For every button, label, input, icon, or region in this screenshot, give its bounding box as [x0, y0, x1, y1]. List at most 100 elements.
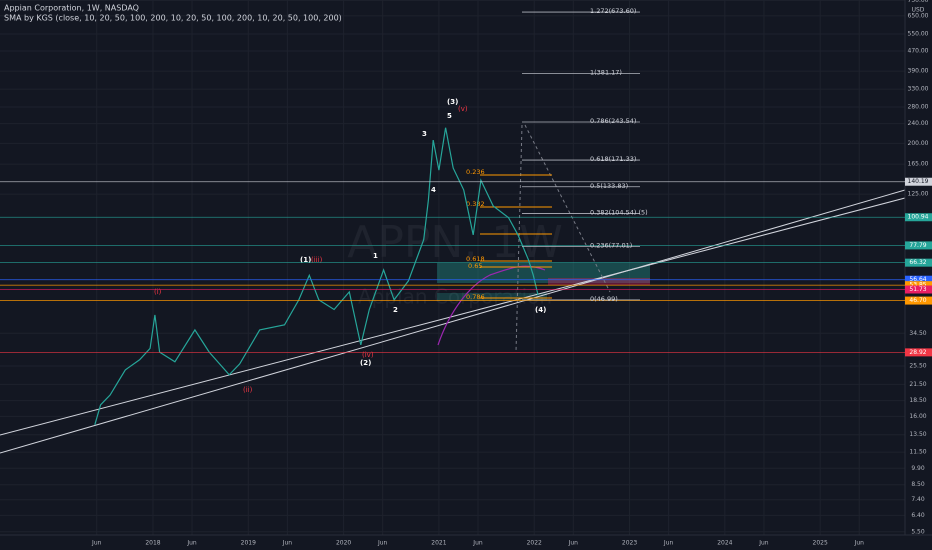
retracement-label: 0.382 — [466, 200, 485, 208]
price-label: 66.32 — [909, 259, 926, 266]
price-label-bg — [905, 258, 932, 267]
price-label: 77.79 — [909, 242, 926, 249]
x-tick-label: Jun — [377, 540, 388, 547]
retracement-label: 0.236 — [466, 168, 485, 176]
x-tick-label: 2025 — [813, 540, 828, 547]
x-tick-label: Jun — [186, 540, 197, 547]
price-label: 28.92 — [909, 349, 926, 356]
y-tick-label: 650.00 — [908, 12, 929, 19]
zone-box — [548, 278, 650, 285]
y-tick-label: 16.00 — [909, 413, 926, 420]
y-tick-label: 550.00 — [908, 30, 929, 37]
trendline — [0, 197, 906, 436]
price-line-series — [94, 127, 539, 425]
price-label: 46.70 — [909, 297, 926, 304]
retracement-label: 0.786 — [466, 293, 485, 301]
y-tick-label: 11.50 — [909, 449, 926, 456]
price-label-bg — [905, 348, 932, 357]
y-tick-label: 125.00 — [908, 191, 929, 198]
dashed-line — [524, 124, 611, 293]
fib-label: 1(381.17) — [590, 69, 622, 77]
fib-label: 0.618(171.33) — [590, 155, 636, 163]
y-tick-label: 165.00 — [908, 161, 929, 168]
y-tick-label: 470.00 — [908, 47, 929, 54]
wave-label: 1 — [373, 252, 378, 260]
x-tick-label: Jun — [854, 540, 865, 547]
wave-label: (iii) — [311, 256, 323, 264]
fib-label: 0.236(77.01) — [590, 241, 632, 249]
x-tick-label: 2021 — [431, 540, 446, 547]
price-label-bg — [905, 213, 932, 222]
price-label-bg — [905, 241, 932, 250]
y-tick-label: 390.00 — [908, 68, 929, 75]
x-tick-label: 2023 — [622, 540, 637, 547]
price-label-bg — [905, 275, 932, 284]
dashed-line — [515, 124, 523, 353]
indicator-legend: SMA by KGS (close, 10, 20, 50, 100, 200,… — [4, 14, 342, 23]
wave-label: 5 — [447, 112, 452, 120]
wave-label: (i) — [154, 288, 162, 296]
zone-box — [437, 293, 547, 301]
retracement-label: 0.618 — [466, 255, 485, 263]
wave-label: 4 — [431, 186, 436, 194]
wave-label: (1) — [300, 256, 311, 264]
fib-label: 0.382(104.54) (5) — [590, 208, 648, 216]
price-label-bg — [905, 177, 932, 186]
y-tick-label: 6.40 — [911, 512, 925, 519]
y-tick-label: 9.90 — [911, 465, 925, 472]
y-tick-label: 750.00 — [908, 0, 929, 4]
y-tick-label: 240.00 — [908, 120, 929, 127]
price-label: 51.73 — [909, 286, 926, 293]
x-tick-label: Jun — [758, 540, 769, 547]
price-label: 100.94 — [908, 214, 929, 221]
y-tick-label: 5.50 — [911, 528, 925, 535]
currency: USD — [912, 7, 925, 14]
retracement-label: 0.65 — [468, 262, 482, 270]
x-tick-label: 2024 — [717, 540, 732, 547]
y-tick-label: 21.50 — [909, 381, 926, 388]
price-label-bg — [905, 285, 932, 294]
wave-label: 2 — [393, 306, 398, 314]
wave-label: (4) — [535, 306, 546, 314]
wave-label: 3 — [422, 130, 427, 138]
x-tick-label: Jun — [568, 540, 579, 547]
y-tick-label: 200.00 — [908, 140, 929, 147]
fib-label: 0.786(243.54) — [590, 117, 636, 125]
price-label-bg — [905, 296, 932, 305]
y-tick-label: 280.00 — [908, 103, 929, 110]
fib-label: 0.5(133.83) — [590, 182, 628, 190]
y-tick-label: 18.50 — [909, 397, 926, 404]
wave-label: (2) — [360, 359, 371, 367]
price-label-bg — [905, 281, 932, 290]
y-tick-label: 330.00 — [908, 86, 929, 93]
watermark: APPN, 1W — [347, 217, 563, 268]
x-tick-label: 2019 — [241, 540, 256, 547]
x-tick-label: Jun — [282, 540, 293, 547]
x-tick-label: 2022 — [527, 540, 542, 547]
sma-line — [437, 265, 546, 346]
x-tick-label: 2020 — [336, 540, 351, 547]
x-tick-label: Jun — [91, 540, 102, 547]
y-tick-label: 34.50 — [909, 330, 926, 337]
fib-label: 0(46.99) — [590, 295, 618, 303]
wave-label: (v) — [458, 105, 468, 113]
retracement: 0.236 0.382 0.618 0.65 0.786 — [466, 168, 552, 301]
x-tick-label: Jun — [663, 540, 674, 547]
zone-box — [437, 263, 650, 283]
price-series — [94, 127, 539, 425]
y-tick-label: 25.50 — [909, 362, 926, 369]
trendline — [0, 189, 906, 454]
price-axis — [905, 0, 932, 550]
chart-title: Appian Corporation, 1W, NASDAQ — [4, 4, 139, 13]
price-label: 53.85 — [909, 282, 926, 289]
price-label: 56.64 — [909, 276, 926, 283]
price-label: 140.19 — [908, 178, 929, 185]
x-tick-label: 2018 — [145, 540, 160, 547]
y-tick-label: 8.50 — [911, 481, 925, 488]
x-tick-label: Jun — [472, 540, 483, 547]
fib-label: 1.272(673.60) — [590, 7, 636, 15]
y-tick-label: 13.50 — [909, 431, 926, 438]
wave-label: (iv) — [362, 351, 374, 359]
